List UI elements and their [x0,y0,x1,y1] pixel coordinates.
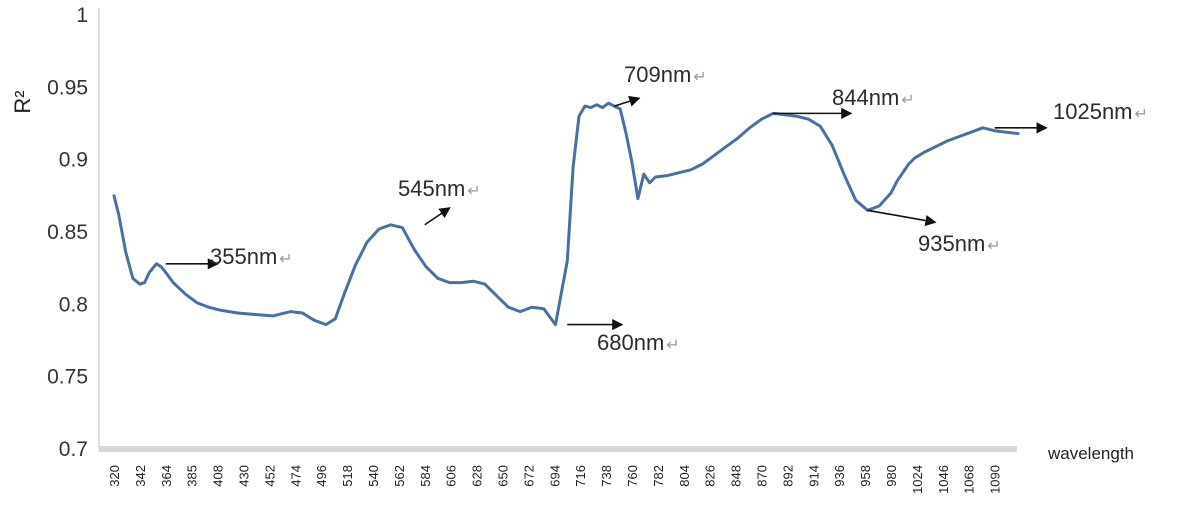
annotation-label: 545nm ↵ [398,176,481,201]
x-tick-label: 518 [340,465,355,487]
x-tick-label: 1046 [936,465,951,494]
x-tick-label: 826 [703,465,718,487]
x-tick-label: 496 [314,465,329,487]
x-tick-label: 342 [133,465,148,487]
x-tick-label: 650 [496,465,511,487]
x-tick-label: 385 [185,465,200,487]
annotation-arrow [424,207,451,226]
annotation-label: 355nm ↵ [210,244,293,269]
x-tick-label: 914 [806,465,821,487]
series-line [112,101,1020,327]
y-tick-label: 0.85 [47,221,88,244]
x-tick-label: 320 [107,465,122,487]
x-tick-label: 474 [288,465,303,487]
x-tick-label: 760 [625,465,640,487]
x-tick-label: 870 [755,465,770,487]
annotation-label: 709nm ↵ [624,62,707,87]
x-tick-label: 804 [677,465,692,487]
x-tick-label: 892 [780,465,795,487]
x-tick-label: 848 [729,465,744,487]
x-tick-label: 364 [159,465,174,487]
x-tick-label: 1090 [988,465,1003,494]
annotation-arrow [867,209,937,227]
x-tick-label: 562 [392,465,407,487]
x-tick-label: 452 [262,465,277,487]
y-axis-label: R² [10,90,35,113]
annotation-label: 1025nm ↵ [1053,99,1148,124]
x-tick-label: 694 [547,465,562,487]
x-axis-label: wavelength [1047,444,1134,463]
x-tick-label: 782 [651,465,666,487]
x-tick-label: 430 [237,465,252,487]
x-tick-label: 672 [521,465,536,487]
x-tick-label: 540 [366,465,381,487]
x-tick-label: 584 [418,465,433,487]
x-tick-label: 1068 [962,465,977,494]
x-tick-label: 716 [573,465,588,487]
y-tick-label: 0.7 [59,438,88,461]
annotation-label: 680nm ↵ [597,330,680,355]
x-tick-label: 980 [884,465,899,487]
y-tick-labels: 0.7 0.75 0.8 0.85 0.9 0.95 1 [47,4,88,461]
annotation-label: 935nm ↵ [918,231,1001,256]
y-tick-label: 0.75 [47,366,88,389]
x-tick-label: 958 [858,465,873,487]
annotations: 355nm ↵ 545nm ↵ 680nm ↵ 709nm ↵ 844nm ↵ 935nm ↵ 1025… [165,62,1148,355]
x-tick-label: 1024 [910,465,925,494]
x-tick-label: 606 [444,465,459,487]
y-tick-label: 0.9 [59,149,88,172]
annotation-arrow [614,95,641,107]
x-tick-labels: 320 342 364 385 408 430 452 474 496 518 540 562 584 6… [107,465,1003,494]
x-tick-label: 408 [211,465,226,487]
y-tick-label: 1 [76,4,88,27]
x-tick-label: 628 [470,465,485,487]
y-tick-label: 0.8 [59,293,88,316]
y-tick-label: 0.95 [47,76,88,99]
annotation-label: 844nm ↵ [832,85,915,110]
x-tick-label: 738 [599,465,614,487]
x-tick-label: 936 [832,465,847,487]
